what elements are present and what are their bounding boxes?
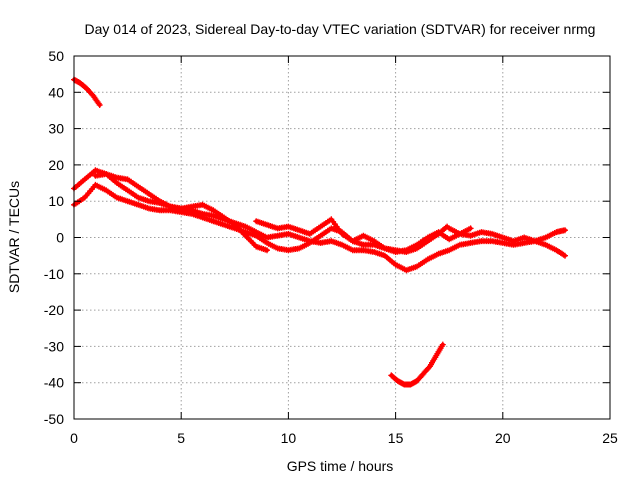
y-tick-label: -20 bbox=[44, 302, 64, 318]
data-point bbox=[439, 341, 446, 348]
data-point bbox=[467, 225, 474, 232]
x-tick-label: 5 bbox=[177, 430, 185, 446]
data-point bbox=[562, 227, 568, 234]
y-tick-label: -50 bbox=[44, 411, 64, 427]
x-tick-label: 25 bbox=[602, 430, 618, 446]
x-tick-label: 0 bbox=[70, 430, 78, 446]
grid-layer bbox=[74, 56, 610, 419]
x-tick-label: 15 bbox=[388, 430, 404, 446]
x-tick-label: 10 bbox=[281, 430, 297, 446]
series-arc-g bbox=[388, 341, 446, 388]
data-point bbox=[264, 247, 270, 254]
chart-title: Day 014 of 2023, Sidereal Day-to-day VTE… bbox=[85, 21, 596, 37]
y-axis-label: SDTVAR / TECUs bbox=[6, 181, 22, 293]
data-point bbox=[96, 102, 103, 108]
y-tick-label: 30 bbox=[48, 121, 64, 137]
y-tick-label: 40 bbox=[48, 84, 64, 100]
y-tick-label: 20 bbox=[48, 157, 64, 173]
tick-layer: -50 -40 -30 -20 -10 0 10 20 30 40 50 0 5 10 15 20 25 bbox=[44, 48, 618, 446]
data-point bbox=[562, 252, 568, 259]
x-axis-label: GPS time / hours bbox=[287, 458, 394, 474]
y-tick-label: 10 bbox=[48, 193, 64, 209]
y-tick-label: -40 bbox=[44, 375, 64, 391]
y-tick-label: 0 bbox=[56, 230, 64, 246]
y-tick-label: -30 bbox=[44, 338, 64, 354]
x-tick-label: 20 bbox=[495, 430, 511, 446]
series-arc-f bbox=[446, 225, 568, 245]
series-arc-d bbox=[92, 171, 568, 274]
series-layer bbox=[71, 76, 568, 388]
series-arc-e bbox=[253, 216, 474, 255]
y-tick-label: -10 bbox=[44, 266, 64, 282]
y-tick-label: 50 bbox=[48, 48, 64, 64]
